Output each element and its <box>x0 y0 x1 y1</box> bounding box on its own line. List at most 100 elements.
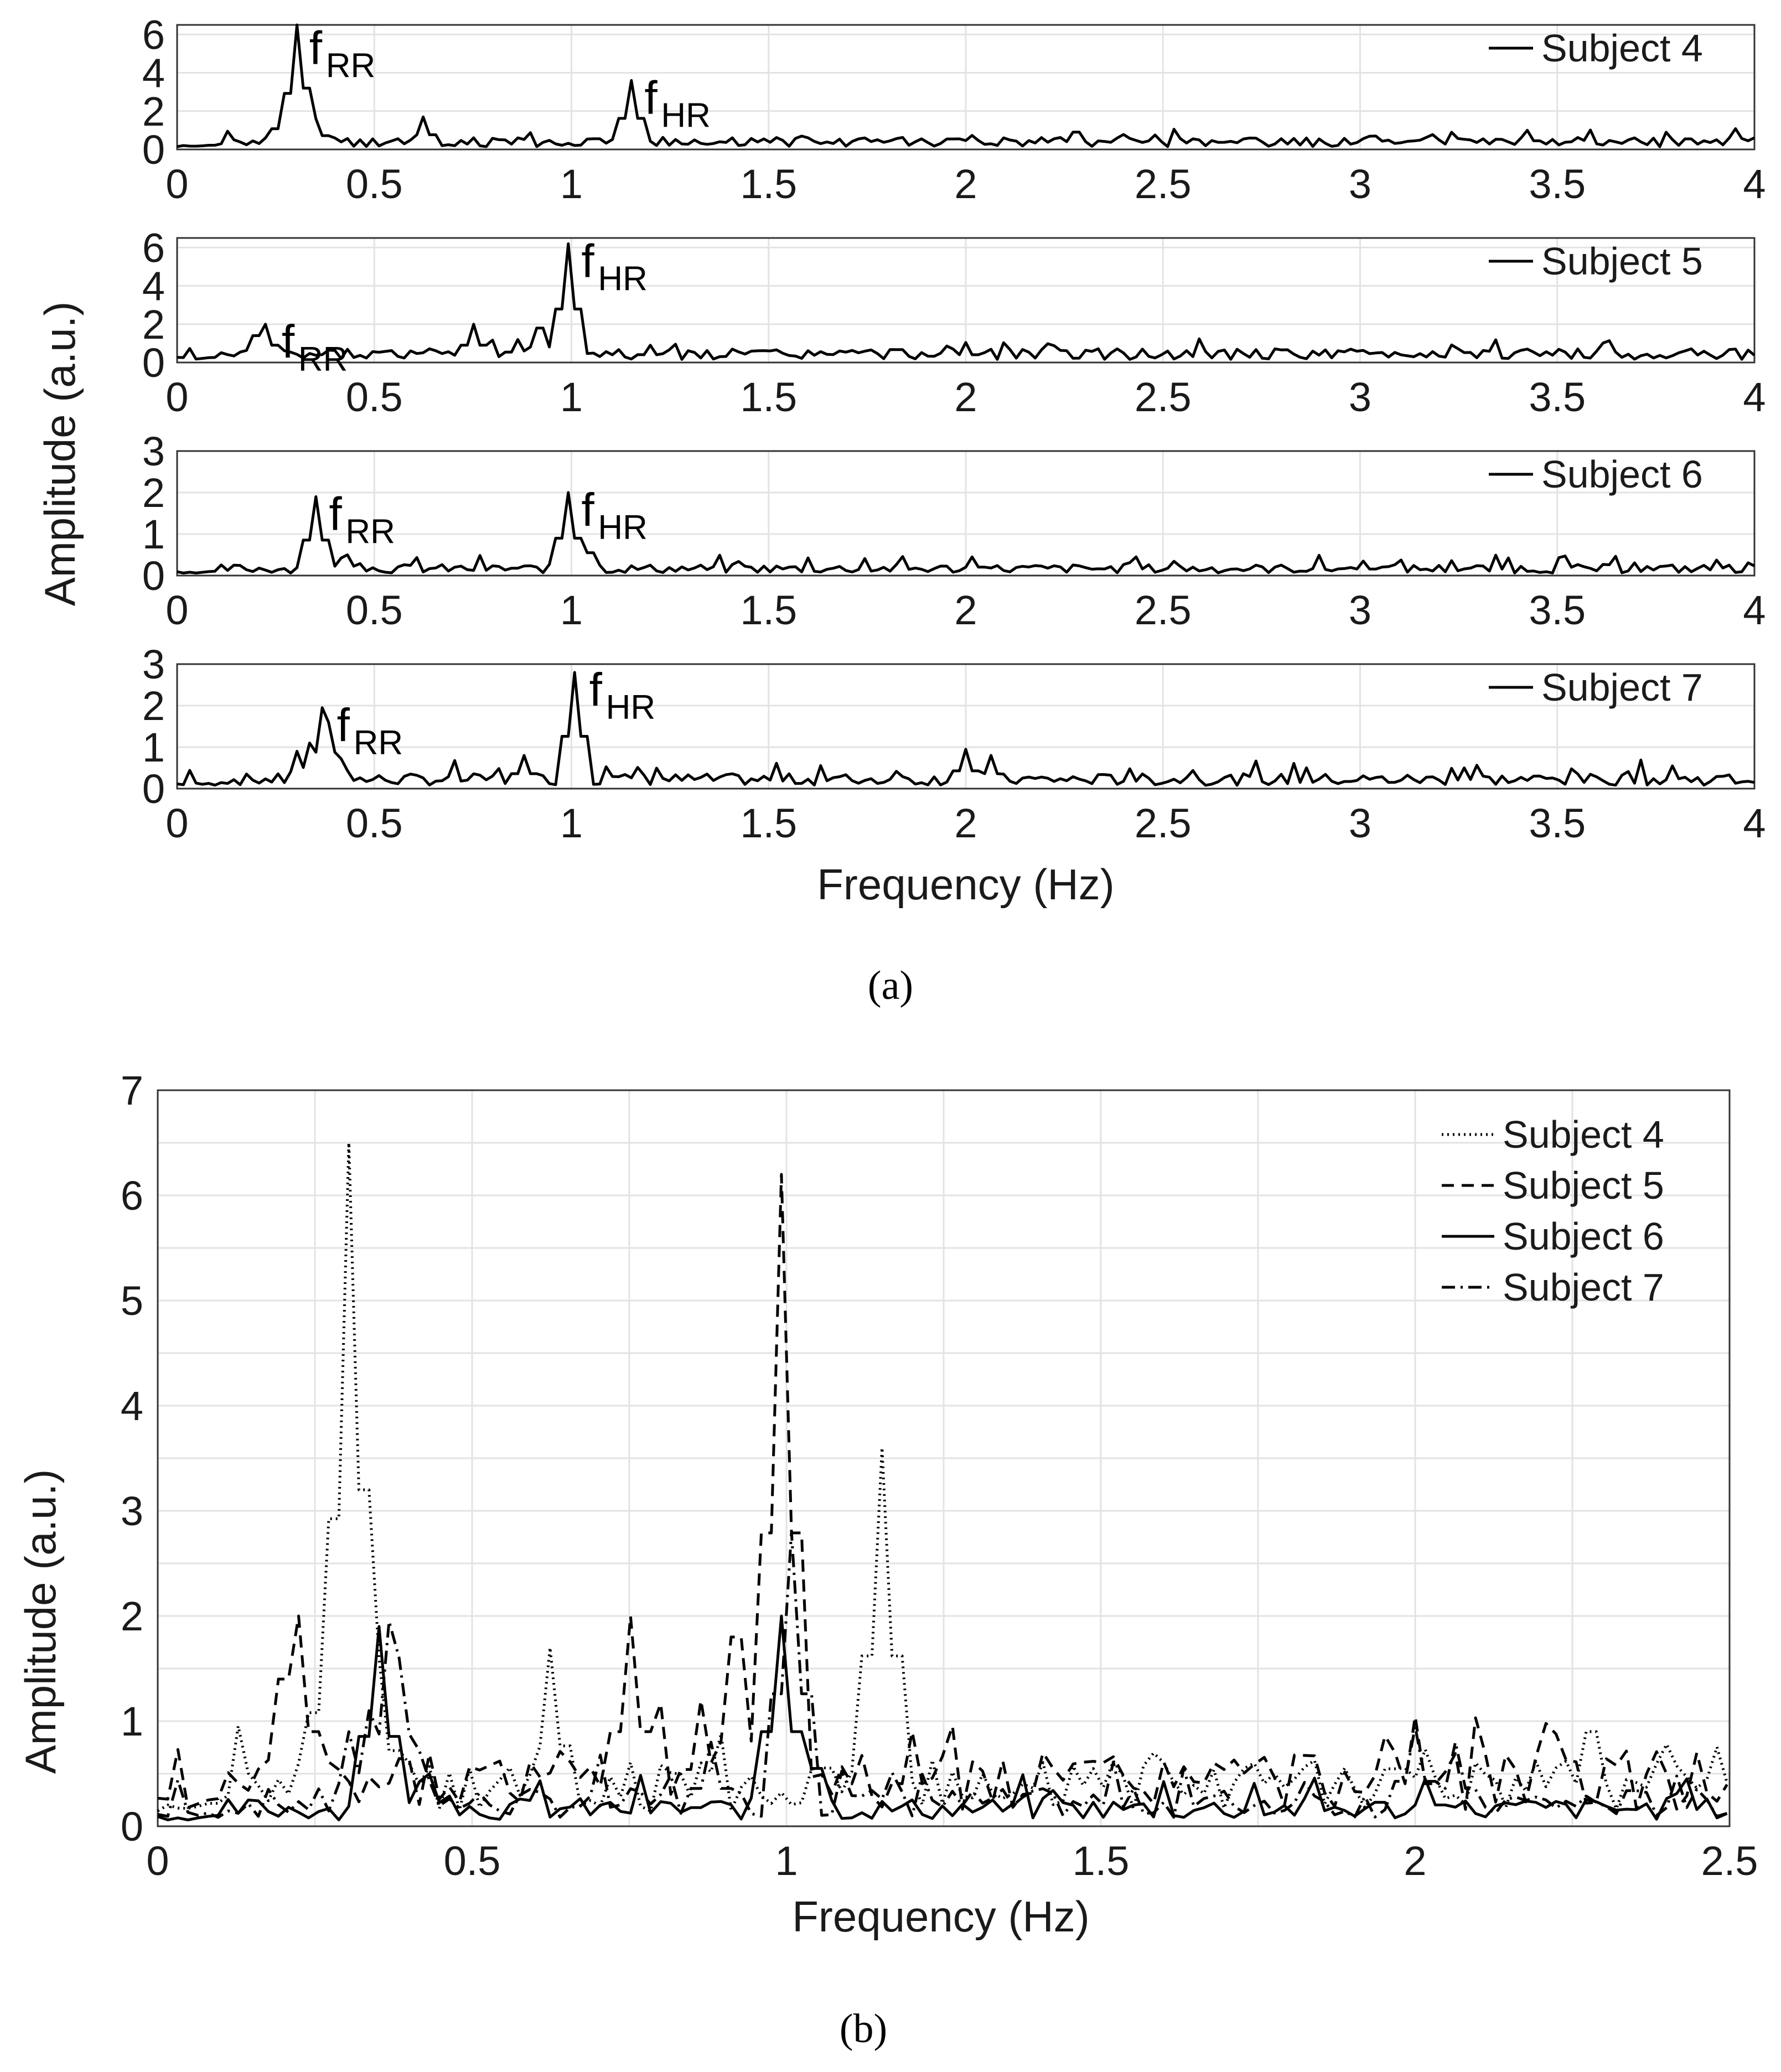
x-tick-label: 2.5 <box>1135 800 1192 846</box>
y-tick-label: 2 <box>142 89 165 134</box>
x-tick-label: 0 <box>165 587 188 633</box>
x-tick-label: 2.5 <box>1135 374 1192 420</box>
y-tick-label: 0 <box>142 127 165 173</box>
x-tick-label: 1 <box>560 587 583 633</box>
peak-annotation-hr: f <box>581 235 594 287</box>
panel-a-xlabel: Frequency (Hz) <box>817 860 1114 909</box>
peak-annotation-hr: f <box>589 664 603 716</box>
series-line-subject-5 <box>157 1173 1728 1811</box>
panel-b-ylabel: Amplitude (a.u.) <box>16 1469 65 1774</box>
y-tick-label: 6 <box>121 1173 143 1219</box>
axes-frame <box>176 237 1756 364</box>
x-tick-label: 3 <box>1349 587 1371 633</box>
peak-annotation-rr: f <box>337 699 350 751</box>
x-tick-label: 0 <box>165 161 188 207</box>
x-tick-label: 1 <box>775 1838 798 1884</box>
axes-frame <box>176 24 1756 151</box>
y-tick-label: 1 <box>142 511 165 557</box>
series-line <box>177 671 1755 787</box>
y-tick-label: 6 <box>142 225 165 271</box>
y-tick-label: 6 <box>142 12 165 58</box>
x-tick-label: 1 <box>560 161 583 207</box>
peak-annotation-hr: f <box>581 484 594 536</box>
y-tick-label: 0 <box>142 553 165 599</box>
panel-b-xlabel: Frequency (Hz) <box>792 1892 1089 1941</box>
axes-frame <box>176 450 1756 577</box>
x-tick-label: 3 <box>1349 374 1371 420</box>
legend-label: Subject 5 <box>1541 240 1703 283</box>
x-tick-label: 0 <box>146 1838 169 1884</box>
peak-annotation-rr: f <box>282 315 295 367</box>
peak-annotation-sub-rr: RR <box>345 513 395 551</box>
x-tick-label: 2 <box>954 587 977 633</box>
series-line-subject-6 <box>157 1614 1728 1821</box>
y-tick-label: 2 <box>142 470 165 516</box>
series-line <box>177 491 1756 574</box>
x-tick-label: 1.5 <box>1073 1838 1130 1884</box>
legend-label: Subject 5 <box>1503 1164 1664 1207</box>
panel-b-caption: (b) <box>840 2006 887 2052</box>
x-tick-label: 1.5 <box>740 374 797 420</box>
x-tick-label: 0.5 <box>346 587 403 633</box>
legend-label: Subject 4 <box>1503 1113 1664 1156</box>
x-tick-label: 1.5 <box>740 161 797 207</box>
x-tick-label: 2 <box>954 800 977 846</box>
y-tick-label: 1 <box>121 1698 143 1744</box>
x-tick-label: 3 <box>1349 800 1371 846</box>
x-tick-label: 3.5 <box>1529 800 1586 846</box>
x-tick-label: 3.5 <box>1529 161 1586 207</box>
x-tick-label: 3.5 <box>1529 587 1586 633</box>
peak-annotation-hr: f <box>644 71 657 123</box>
x-tick-label: 4 <box>1743 161 1766 207</box>
combined-spectrum-plot: 0 0.5 1 1.5 2 2.5 0 1 2 3 4 5 6 7 Subject 4 Subject 5 Su… <box>121 1068 1758 1884</box>
x-tick-label: 4 <box>1743 800 1766 846</box>
x-tick-label: 2.5 <box>1135 587 1192 633</box>
x-tick-label: 1.5 <box>740 587 797 633</box>
x-tick-label: 0 <box>165 374 188 420</box>
x-tick-label: 0.5 <box>346 800 403 846</box>
y-tick-label: 4 <box>121 1383 143 1429</box>
x-tick-label: 0.5 <box>346 374 403 420</box>
legend-label: Subject 6 <box>1541 453 1703 496</box>
y-tick-label: 3 <box>121 1488 143 1534</box>
peak-annotation-sub-hr: HR <box>606 688 656 727</box>
axes-frame <box>176 663 1756 790</box>
x-tick-label: 2 <box>954 161 977 207</box>
axes-frame <box>157 1089 1731 1827</box>
x-tick-label: 4 <box>1743 587 1766 633</box>
x-tick-label: 1 <box>560 800 583 846</box>
y-tick-label: 3 <box>142 641 165 687</box>
y-tick-label: 5 <box>121 1278 143 1324</box>
y-tick-label: 4 <box>142 50 165 96</box>
x-tick-label: 2 <box>1404 1838 1426 1884</box>
peak-annotation-sub-rr: RR <box>354 724 403 762</box>
y-tick-label: 2 <box>121 1593 143 1639</box>
y-tick-label: 1 <box>142 724 165 770</box>
x-tick-label: 4 <box>1743 374 1766 420</box>
y-tick-label: 0 <box>121 1804 143 1850</box>
y-tick-label: 7 <box>121 1068 143 1113</box>
peak-annotation-sub-hr: HR <box>661 96 711 134</box>
panel-a-ylabel: Amplitude (a.u.) <box>35 302 84 607</box>
legend-label: Subject 7 <box>1541 666 1703 709</box>
x-tick-label: 2.5 <box>1135 161 1192 207</box>
series-line-subject-4 <box>157 1141 1728 1812</box>
y-tick-label: 2 <box>142 302 165 348</box>
series-line <box>177 23 1756 148</box>
panel-a-caption: (a) <box>868 963 913 1008</box>
peak-annotation-rr: f <box>309 22 323 74</box>
peak-annotation-sub-hr: HR <box>598 509 648 547</box>
x-tick-label: 0.5 <box>346 161 403 207</box>
peak-annotation-sub-rr: RR <box>326 46 376 85</box>
x-tick-label: 0 <box>165 800 188 846</box>
peak-annotation-rr: f <box>329 488 342 540</box>
x-tick-label: 2 <box>954 374 977 420</box>
legend-label: Subject 4 <box>1541 27 1703 70</box>
legend-label: Subject 6 <box>1503 1215 1664 1258</box>
x-tick-label: 0.5 <box>444 1838 501 1884</box>
x-tick-label: 1.5 <box>740 800 797 846</box>
